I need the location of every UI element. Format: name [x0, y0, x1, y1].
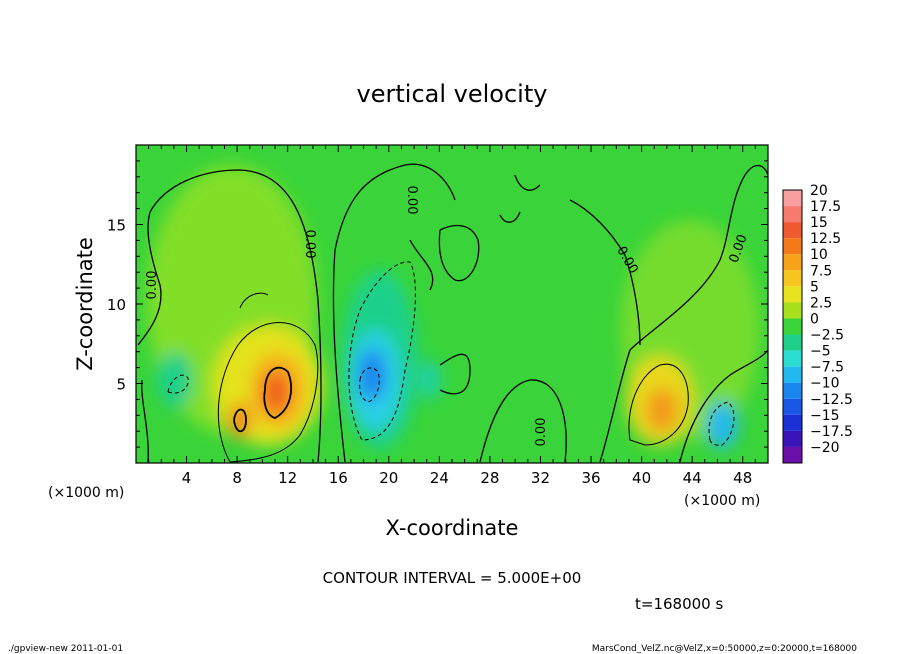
colorbar-label: 5 — [810, 279, 819, 295]
field-region-right-peak — [646, 388, 678, 432]
field-region-left-peak2 — [228, 402, 252, 438]
contour-zero-right — [599, 164, 768, 463]
x-tick-label: 32 — [531, 469, 550, 487]
contour-label: 0.00 — [145, 271, 160, 300]
field-region-center-inner — [358, 349, 386, 401]
contour-neg-center — [348, 261, 416, 441]
colorbar-frame — [782, 189, 803, 464]
colorbar-label: −15 — [810, 408, 840, 424]
contour-zero-left-inner — [141, 379, 149, 463]
x-unit-right: (×1000 m) — [684, 493, 760, 509]
colorbar-swatch — [783, 414, 802, 431]
colorbar-swatch — [783, 222, 802, 239]
contour-zero-right-lower — [679, 349, 768, 463]
field-region-mid-down — [420, 360, 440, 400]
colorbar-label: 2.5 — [810, 295, 832, 311]
colorbar-swatch — [783, 302, 802, 319]
contour-neg-left — [167, 374, 189, 394]
x-tick-label: 24 — [430, 469, 449, 487]
colorbar: 2017.51512.5107.552.50−2.5−5−7.5−10−12.5… — [782, 183, 853, 464]
x-tick-label: 44 — [683, 469, 702, 487]
x-tick-label: 8 — [232, 469, 242, 487]
y-axis-ticks: 5 10 15 — [107, 160, 768, 448]
colorbar-label: 10 — [810, 247, 828, 263]
colorbar-label: −10 — [810, 376, 840, 392]
colorbar-swatch — [783, 238, 802, 255]
field-region-left-peak — [262, 370, 290, 414]
heatmap-area: 0.00 0.00 0.00 0.00 0.00 0.00 — [136, 145, 768, 463]
footer-right: MarsCond_VelZ.nc@VelZ,x=0:50000,z=0:2000… — [592, 644, 857, 654]
contour-label: 0.00 — [534, 418, 549, 447]
colorbar-label: −17.5 — [810, 424, 853, 440]
colorbar-label: 17.5 — [810, 199, 841, 215]
colorbar-swatch — [783, 286, 802, 303]
contour-zero-right-upper — [569, 199, 641, 346]
colorbar-label: 0 — [810, 311, 819, 327]
colorbar-label: 12.5 — [810, 231, 841, 247]
x-tick-label: 4 — [182, 469, 192, 487]
colorbar-swatch — [783, 366, 802, 383]
colorbar-label: −20 — [810, 440, 840, 456]
x-axis-label: X-coordinate — [386, 516, 519, 540]
colorbar-swatch — [783, 446, 802, 463]
contour-interval-text: CONTOUR INTERVAL = 5.000E+00 — [323, 569, 582, 587]
colorbar-swatch — [783, 190, 802, 207]
colorbar-swatch — [783, 382, 802, 399]
footer-left: ./gpview-new 2011-01-01 — [8, 644, 123, 654]
x-tick-label: 16 — [329, 469, 348, 487]
colorbar-label: −12.5 — [810, 392, 853, 408]
colorbar-swatch — [783, 350, 802, 367]
contour-pos-right — [628, 363, 689, 446]
colorbar-label: −2.5 — [810, 328, 844, 344]
y-tick-label: 15 — [107, 217, 126, 235]
x-tick-label: 48 — [733, 469, 752, 487]
contour-pos-left — [217, 322, 319, 463]
contour-label: 0.00 — [302, 230, 317, 259]
chart-title: vertical velocity — [357, 80, 548, 108]
contour-lines — [137, 163, 768, 463]
y-tick-label: 5 — [116, 376, 126, 394]
x-unit-left: (×1000 m) — [48, 485, 124, 501]
contour-zero-center — [332, 163, 456, 463]
contour-pos-left-small — [233, 408, 247, 433]
colorbar-label: −7.5 — [810, 360, 844, 376]
heatmap-field — [147, 165, 760, 450]
x-tick-label: 20 — [379, 469, 398, 487]
contour-label: 0.00 — [404, 186, 419, 215]
contour-lines-negative — [167, 261, 735, 446]
x-tick-label: 12 — [278, 469, 297, 487]
colorbar-swatch — [783, 334, 802, 351]
x-tick-label: 40 — [632, 469, 651, 487]
x-tick-label: 28 — [480, 469, 499, 487]
colorbar-label: 20 — [810, 183, 828, 199]
colorbar-swatch — [783, 398, 802, 415]
x-axis-ticks: 4 8 12 16 20 24 28 32 36 40 44 48 — [148, 145, 756, 487]
colorbar-swatch — [783, 206, 802, 223]
colorbar-swatch — [783, 430, 802, 447]
contour-zero-upper-middle — [438, 174, 541, 282]
contour-zero-left — [137, 169, 322, 463]
contour-pos-left-top — [239, 292, 269, 309]
colorbar-label: −5 — [810, 344, 831, 360]
x-tick-label: 36 — [581, 469, 600, 487]
colorbar-swatch — [783, 270, 802, 287]
y-axis-label: Z-coordinate — [73, 237, 97, 371]
time-text: t=168000 s — [635, 595, 723, 613]
contour-zero-mid — [439, 353, 567, 463]
contour-pos-left-inner — [263, 366, 292, 419]
y-tick-label: 10 — [107, 296, 126, 314]
contour-neg-center-inner — [359, 367, 380, 403]
colorbar-swatch — [783, 318, 802, 335]
colorbar-label: 7.5 — [810, 263, 832, 279]
field-region-left-edge-down — [157, 352, 193, 408]
colorbar-label: 15 — [810, 215, 828, 231]
colorbar-swatch — [783, 254, 802, 271]
